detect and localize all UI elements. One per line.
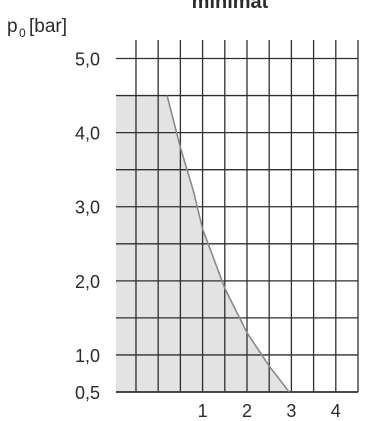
y-tick-label: 5,0 <box>75 50 100 70</box>
grid-layer <box>116 40 359 393</box>
y-tick-label: 2,0 <box>75 272 100 292</box>
y-axis-label-unit: [bar] <box>29 16 67 37</box>
y-axis-label: p 0 [bar] <box>7 16 67 40</box>
series-curve <box>166 95 290 393</box>
x-tick-label: 1 <box>198 401 208 421</box>
chart-title: minimat <box>192 0 269 13</box>
curve-layer <box>166 95 290 393</box>
y-tick-label: 4,0 <box>75 124 100 144</box>
x-tick-label: 3 <box>286 401 296 421</box>
y-tick-label: 1,0 <box>75 346 100 366</box>
y-tick-labels: 0,5 1,0 2,0 3,0 4,0 5,0 <box>75 50 100 403</box>
y-tick-label: 3,0 <box>75 198 100 218</box>
y-axis-label-main: p <box>7 16 18 37</box>
y-tick-label: 0,5 <box>75 383 100 403</box>
x-tick-label: 4 <box>331 401 341 421</box>
x-tick-label: 2 <box>242 401 252 421</box>
x-tick-labels: 1 2 3 4 <box>198 401 341 421</box>
y-axis-label-sub: 0 <box>19 26 26 40</box>
